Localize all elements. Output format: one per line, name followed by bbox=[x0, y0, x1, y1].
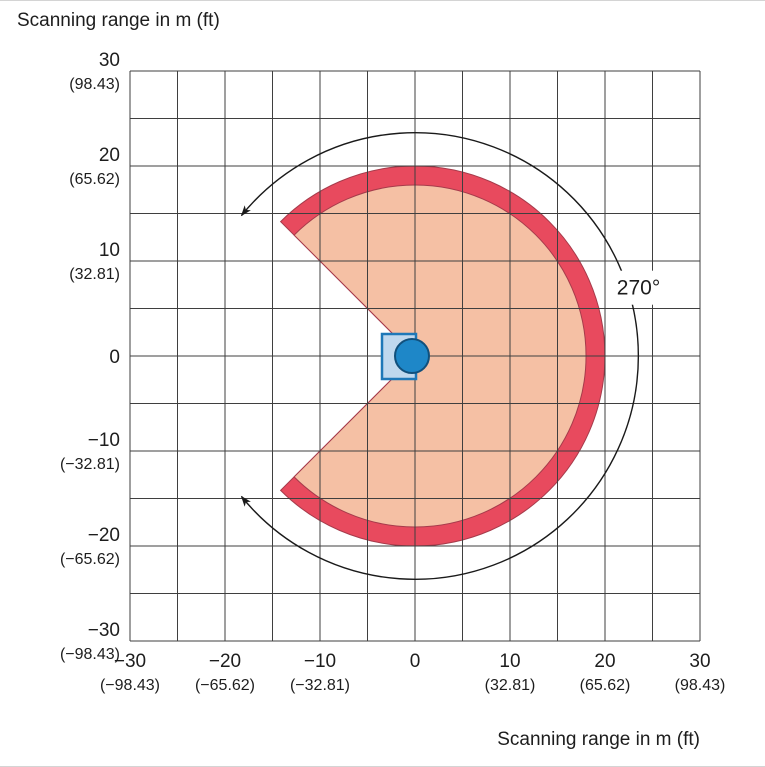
y-tick-label-m: 10 bbox=[99, 240, 120, 261]
y-tick-label-m: −10 bbox=[88, 430, 120, 451]
x-tick-label-m: 0 bbox=[410, 651, 421, 672]
x-axis-labels: −30 (−98.43) −20 (−65.62) −10 (−32.81) 0 10 (32.… bbox=[100, 651, 725, 694]
x-tick-label-ft: (−32.81) bbox=[290, 677, 350, 694]
y-tick-label-ft: (98.43) bbox=[69, 76, 120, 93]
sensor bbox=[380, 332, 430, 381]
angle-label-background bbox=[606, 270, 671, 305]
x-tick-label-ft: (−98.43) bbox=[100, 677, 160, 694]
y-axis-title: Scanning range in m (ft) bbox=[17, 10, 220, 31]
x-tick-label-m: −20 bbox=[209, 651, 241, 672]
y-tick-label-ft: (65.62) bbox=[69, 171, 120, 188]
x-tick-label-ft: (98.43) bbox=[675, 677, 726, 694]
y-tick-label-ft: (32.81) bbox=[69, 266, 120, 283]
x-tick-label-ft: (32.81) bbox=[485, 677, 536, 694]
x-tick-label-m: −30 bbox=[114, 651, 146, 672]
x-tick-label-m: 10 bbox=[499, 651, 520, 672]
x-axis-title: Scanning range in m (ft) bbox=[497, 729, 700, 750]
y-tick-label-m: −30 bbox=[88, 620, 120, 641]
y-tick-label-m: 20 bbox=[99, 145, 120, 166]
y-tick-label-m: 30 bbox=[99, 50, 120, 71]
y-axis-labels: 30 (98.43) 20 (65.62) 10 (32.81) 0 −10 (−32.81) −… bbox=[60, 50, 120, 663]
sweep-angle-arc bbox=[240, 132, 639, 580]
y-tick-label-m: 0 bbox=[109, 347, 120, 368]
y-tick-label-m: −20 bbox=[88, 525, 120, 546]
x-tick-label-m: 20 bbox=[594, 651, 615, 672]
x-tick-label-ft: (65.62) bbox=[580, 677, 631, 694]
x-tick-label-ft: (−65.62) bbox=[195, 677, 255, 694]
y-tick-label-ft: (−98.43) bbox=[60, 646, 120, 663]
x-tick-label-m: −10 bbox=[304, 651, 336, 672]
sensor-head-icon bbox=[394, 338, 430, 374]
x-tick-label-m: 30 bbox=[689, 651, 710, 672]
y-tick-label-ft: (−32.81) bbox=[60, 456, 120, 473]
y-tick-label-ft: (−65.62) bbox=[60, 551, 120, 568]
grid bbox=[129, 70, 701, 642]
sweep-angle-label: 270° bbox=[617, 277, 660, 300]
